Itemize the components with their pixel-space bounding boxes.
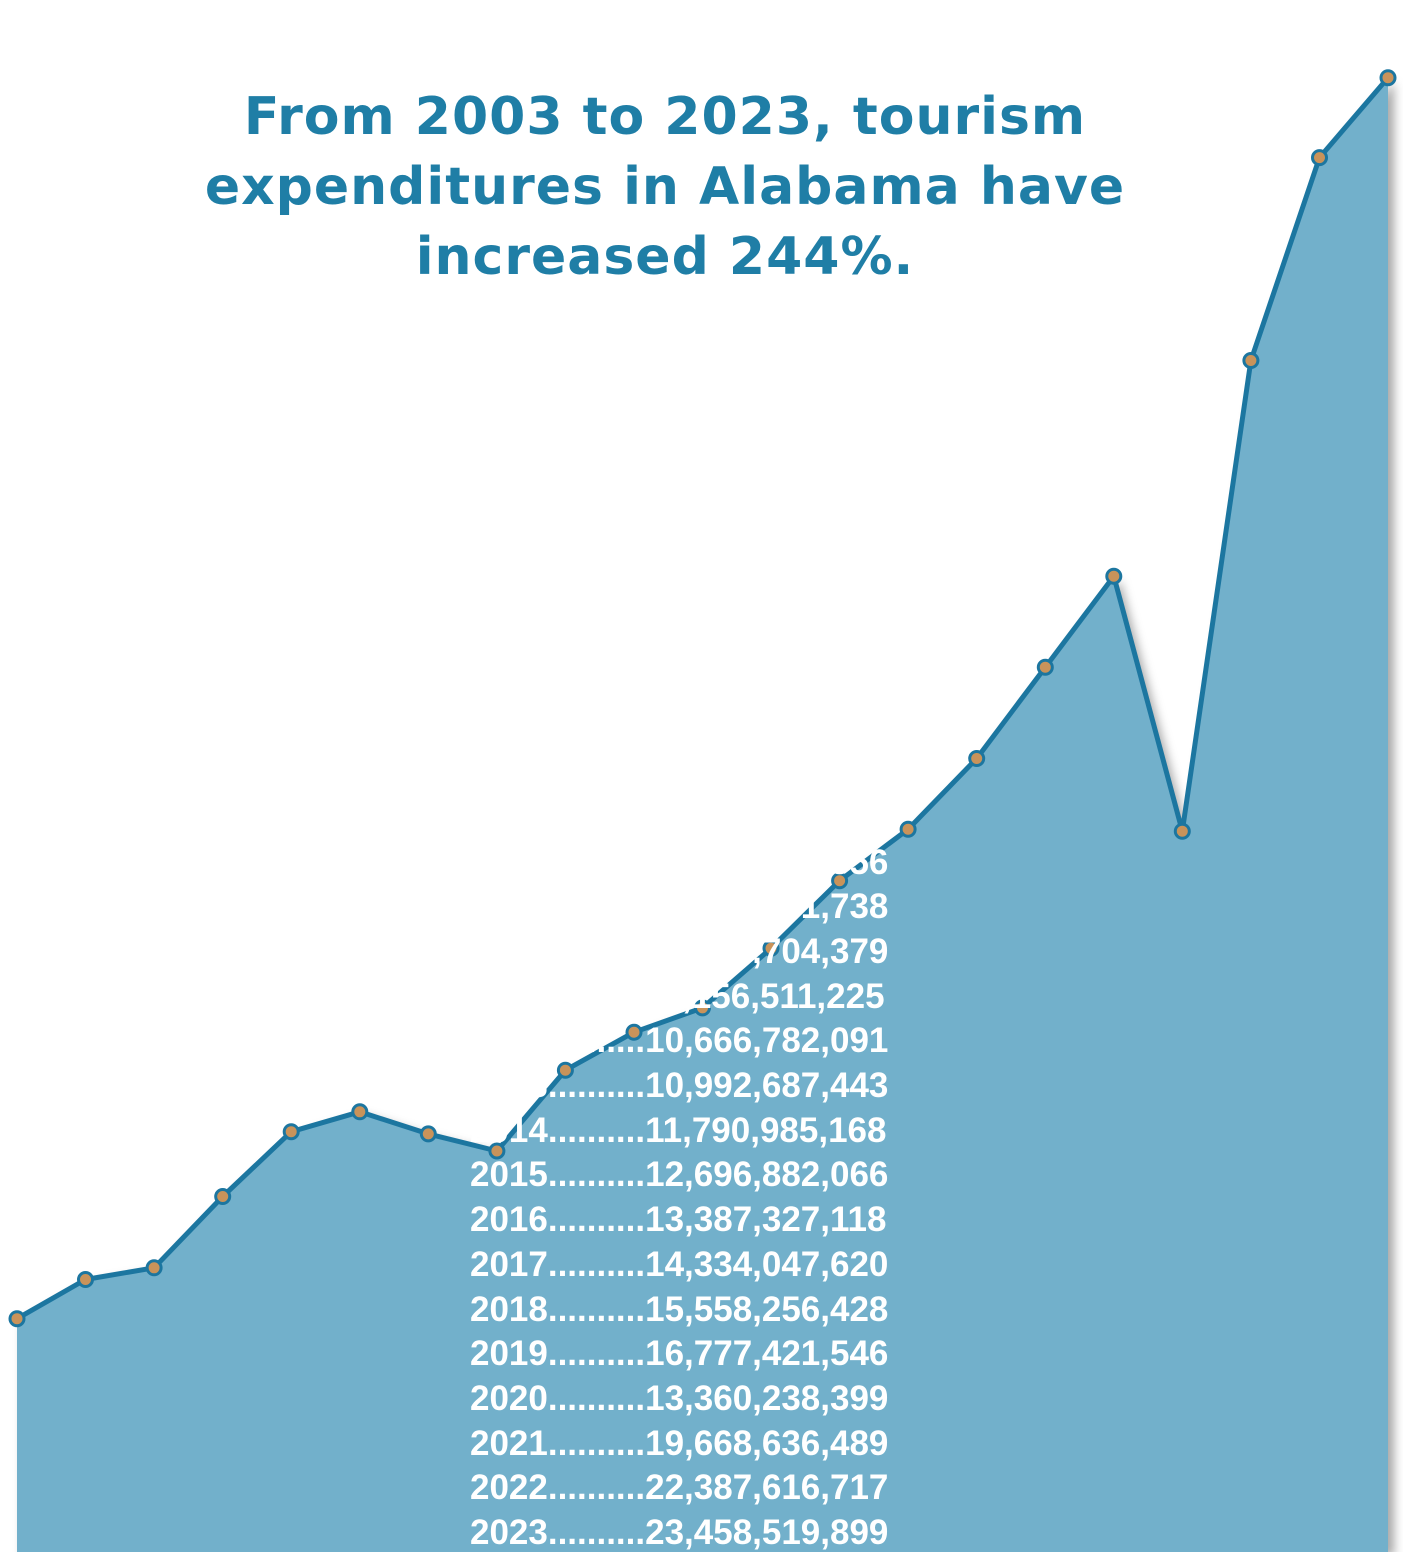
data-point-2014 xyxy=(762,939,780,957)
data-point-2007 xyxy=(282,1123,300,1141)
table-row-2018: 2018..........15,558,256,428 xyxy=(470,1289,889,1329)
table-row-2022: 2022..........22,387,616,717 xyxy=(470,1468,889,1508)
table-row-2005: 2005............7,508,600,725 xyxy=(470,708,889,748)
data-point-markers xyxy=(8,69,1397,1328)
data-point-2012 xyxy=(625,1023,643,1041)
data-point-2008 xyxy=(351,1103,369,1121)
table-row-2012: 2012..........10,666,782,091 xyxy=(470,1021,889,1061)
table-row-2011: 2011..........10,156,511,225 xyxy=(470,976,885,1016)
data-point-2003 xyxy=(8,1310,26,1328)
table-row-2017: 2017..........14,334,047,620 xyxy=(470,1244,889,1284)
data-point-2005 xyxy=(145,1259,163,1277)
table-row-2003: 2003............6,827,262,068 xyxy=(470,619,889,658)
table-row-2023: 2023..........23,458,519,899 xyxy=(470,1513,889,1552)
table-row-2013: 2013..........10,992,687,443 xyxy=(470,1066,889,1106)
data-point-2020 xyxy=(1173,822,1191,840)
chart-title: From 2003 to 2023, tourism expenditures … xyxy=(204,87,1126,287)
table-row-2008: 2008............9,599,370,556 xyxy=(470,842,889,882)
table-row-2009: 2009............9,303,501,738 xyxy=(470,887,889,927)
data-point-2022 xyxy=(1311,149,1328,167)
table-row-2014: 2014..........11,790,985,168 xyxy=(470,1110,887,1150)
data-point-2015 xyxy=(831,872,849,890)
data-point-2011 xyxy=(556,1061,574,1079)
table-row-2019: 2019..........16,777,421,546 xyxy=(470,1334,889,1374)
table-row-2006: 2006............8,464,797,584 xyxy=(470,753,889,793)
table-row-2020: 2020..........13,360,238,399 xyxy=(470,1378,889,1418)
table-row-2021: 2021..........19,668,636,489 xyxy=(470,1423,889,1463)
data-point-2023 xyxy=(1379,69,1397,87)
table-row-2010: 2010............9,074,704,379 xyxy=(470,931,889,971)
data-point-2016 xyxy=(899,820,917,838)
data-table: 2003............6,827,262,068 2004.......… xyxy=(470,617,888,1552)
data-point-2010 xyxy=(488,1142,506,1160)
data-point-2018 xyxy=(1036,658,1054,676)
data-point-2019 xyxy=(1105,567,1123,585)
data-point-2006 xyxy=(214,1188,232,1205)
area-fill xyxy=(17,77,1388,1552)
data-point-2013 xyxy=(694,999,711,1017)
table-row-2015: 2015..........12,696,882,066 xyxy=(470,1155,889,1195)
data-point-2004 xyxy=(77,1271,94,1288)
table-row-2016: 2016..........13,387,327,118 xyxy=(470,1200,887,1240)
data-point-2021 xyxy=(1242,352,1260,369)
data-point-2009 xyxy=(419,1125,437,1143)
table-row-2004: 2004............7,351,692,906 xyxy=(470,663,889,703)
data-point-2017 xyxy=(968,750,986,767)
table-row-2007: 2007............9,333,356,043 xyxy=(470,797,889,837)
